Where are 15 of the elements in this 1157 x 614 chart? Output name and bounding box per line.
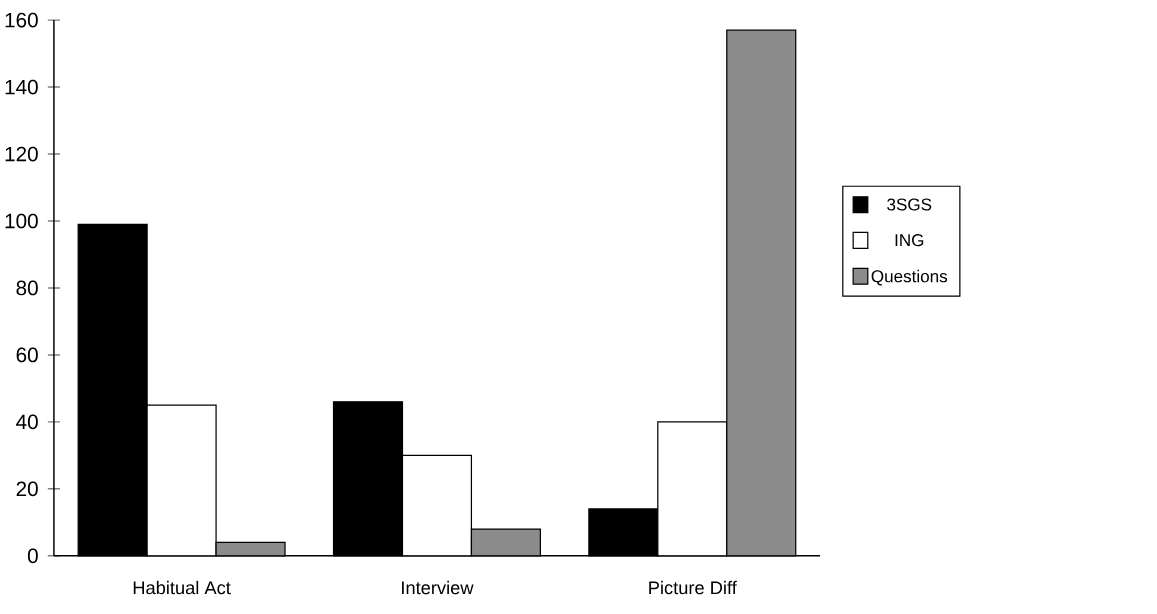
y-tick-label: 80	[16, 280, 38, 296]
x-tick-label: Interview	[402, 580, 474, 595]
x-tick-label: Habitual Act	[133, 580, 231, 595]
y-tick-label: 160	[5, 12, 38, 28]
y-tick-label: 0	[27, 548, 38, 563]
y-tick-label: 100	[5, 213, 38, 229]
y-tick-label: 20	[16, 481, 38, 497]
y-tick-label: 140	[5, 79, 38, 95]
legend-label: ING	[895, 233, 924, 247]
y-tick-label: 40	[16, 414, 38, 430]
y-tick-label: 120	[5, 146, 38, 162]
x-tick-label: Picture Diff	[649, 580, 737, 595]
y-tick-label: 60	[16, 347, 38, 363]
legend-label: Questions	[871, 269, 948, 286]
legend-label: 3SGS	[887, 198, 932, 211]
